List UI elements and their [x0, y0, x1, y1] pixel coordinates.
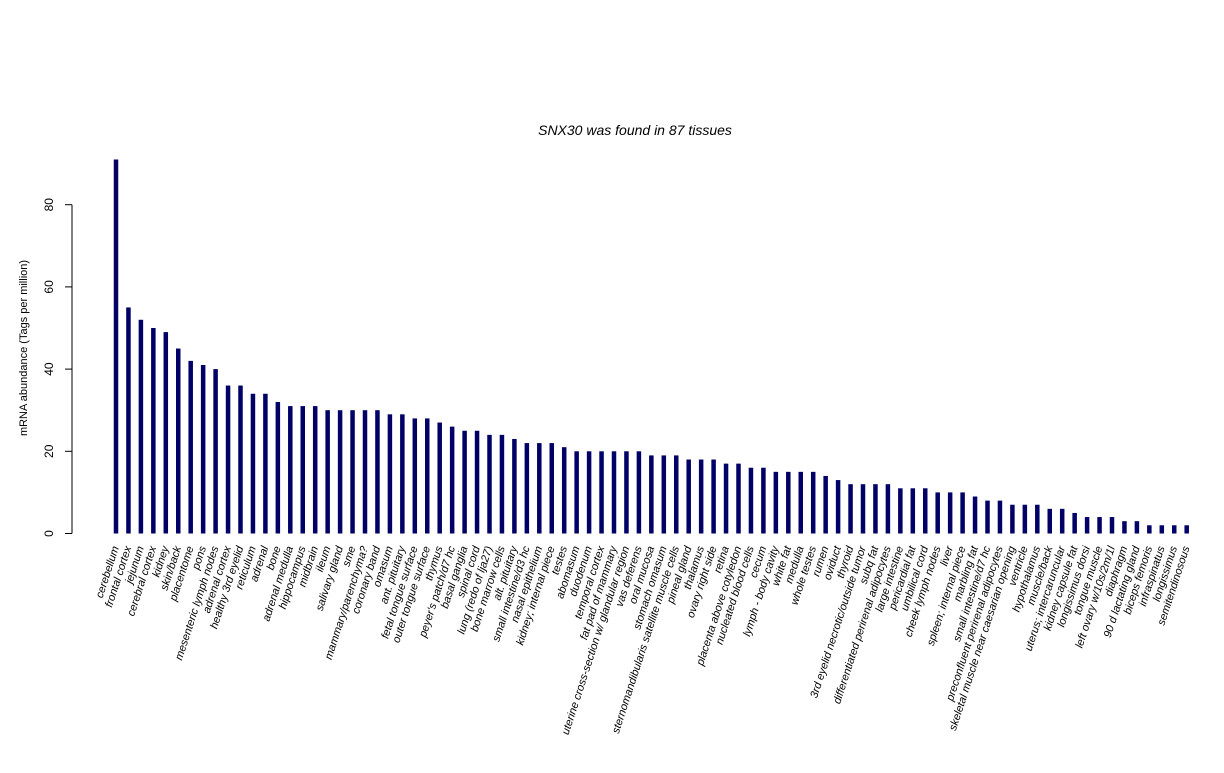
bar [288, 406, 293, 534]
bar [126, 307, 131, 534]
bar [985, 500, 990, 534]
bar [437, 422, 442, 534]
bar [462, 430, 467, 534]
y-tick-label: 20 [42, 444, 56, 458]
bar [1122, 521, 1127, 534]
bar [113, 159, 119, 534]
bar [1184, 525, 1189, 534]
bar [325, 410, 330, 534]
bar [1035, 504, 1040, 534]
bar [412, 418, 418, 534]
bar [1022, 504, 1028, 534]
y-tick-label: 80 [42, 198, 56, 212]
bar [1134, 521, 1140, 534]
bar [586, 451, 592, 534]
bar [923, 488, 928, 534]
bar [885, 484, 891, 534]
bar [549, 443, 554, 534]
y-axis: 0 20 40 60 80 [42, 198, 73, 537]
bar [375, 410, 380, 534]
bar [213, 369, 218, 534]
bar [835, 480, 841, 534]
bar [898, 488, 903, 534]
bar [537, 443, 542, 534]
bar [935, 492, 940, 534]
y-tick-label: 40 [42, 362, 56, 376]
bar [698, 459, 704, 534]
bar [599, 451, 604, 534]
bar [674, 455, 679, 534]
bar [1159, 525, 1165, 534]
bar [736, 463, 741, 534]
bar [449, 426, 455, 534]
bar [561, 447, 567, 534]
bar [275, 401, 281, 534]
bar [474, 430, 480, 534]
bar [823, 475, 828, 534]
bar [512, 438, 517, 534]
y-tick-label: 60 [42, 280, 56, 294]
bar [786, 471, 791, 534]
bar [972, 496, 978, 534]
bar [1109, 517, 1115, 534]
bar [1084, 517, 1090, 534]
bar [947, 492, 953, 534]
bar [873, 484, 878, 534]
bar [487, 434, 492, 534]
bar [1072, 512, 1077, 534]
bar [860, 484, 866, 534]
bar [1097, 517, 1102, 534]
bar [163, 332, 169, 534]
bar [238, 385, 243, 534]
bar [636, 451, 642, 534]
bar [300, 406, 305, 534]
bar [773, 471, 779, 534]
bar [686, 459, 691, 534]
bar [200, 364, 206, 534]
y-tick-label: 0 [42, 530, 56, 537]
bar [337, 410, 343, 534]
bar [611, 451, 617, 534]
bar [400, 414, 405, 534]
bar [848, 484, 853, 534]
bar [810, 471, 816, 534]
bar [387, 414, 393, 534]
bars-group [113, 159, 1189, 534]
bar [524, 443, 530, 534]
bar [425, 418, 430, 534]
bar [649, 455, 654, 534]
bar [350, 410, 355, 534]
bar [1010, 504, 1015, 534]
bar [1059, 508, 1065, 534]
bar [151, 328, 156, 534]
chart-title: SNX30 was found in 87 tissues [538, 122, 732, 138]
bar [263, 393, 268, 534]
y-axis-label: mRNA abundance (Tags per million) [18, 260, 30, 436]
bar [761, 467, 766, 534]
bar [574, 451, 579, 534]
bar [910, 488, 916, 534]
bar [624, 451, 629, 534]
bar [748, 467, 754, 534]
bar [225, 385, 231, 534]
bar [1047, 508, 1052, 534]
bar [960, 492, 965, 534]
bar [711, 459, 716, 534]
bar [499, 434, 505, 534]
bar [661, 455, 667, 534]
bar [188, 360, 193, 534]
bar [997, 500, 1003, 534]
bar [138, 319, 144, 534]
bar [1172, 525, 1177, 534]
bar [362, 410, 368, 534]
bar [723, 463, 729, 534]
bar [250, 393, 256, 534]
bar [312, 406, 318, 534]
bar [798, 471, 803, 534]
bar [1147, 525, 1152, 534]
bar [176, 348, 181, 534]
